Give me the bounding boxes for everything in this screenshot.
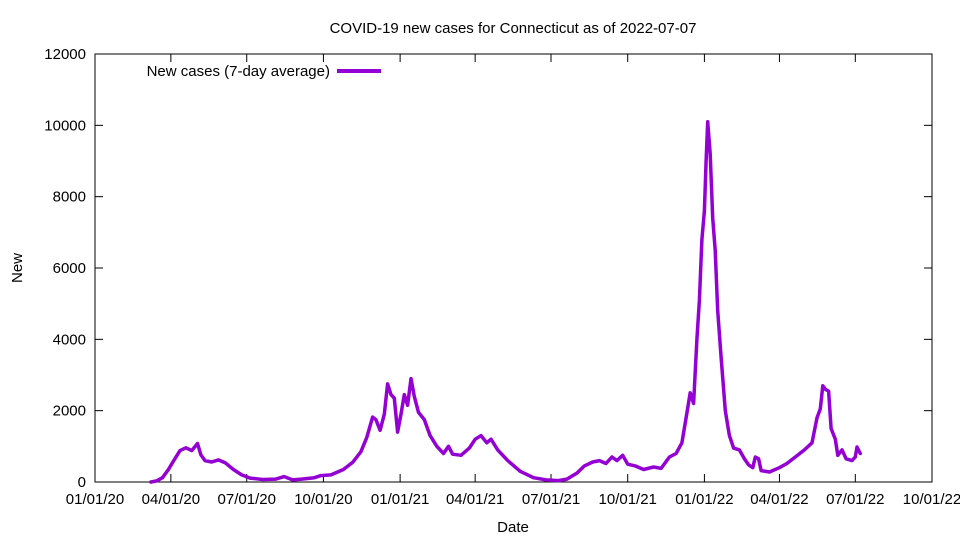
y-axis-label: New: [9, 253, 26, 283]
y-tick-label: 6000: [53, 260, 86, 277]
x-tick-label: 01/01/20: [66, 491, 124, 508]
y-tick-label: 8000: [53, 189, 86, 206]
x-tick-label: 07/01/20: [218, 491, 276, 508]
y-tick-label: 0: [78, 474, 86, 491]
chart-title: COVID-19 new cases for Connecticut as of…: [330, 20, 697, 37]
legend: New cases (7-day average): [147, 63, 381, 80]
plot-frame: [94, 53, 933, 483]
series-layer: [149, 120, 863, 484]
series-line-0: [149, 120, 863, 484]
x-tick-label: 10/01/20: [294, 491, 352, 508]
legend-label: New cases (7-day average): [147, 63, 330, 80]
y-tick-label: 2000: [53, 403, 86, 420]
y-tick-label: 12000: [44, 46, 86, 63]
y-tick-label: 10000: [44, 117, 86, 134]
x-tick-label: 04/01/20: [142, 491, 200, 508]
x-tick-label: 07/01/21: [522, 491, 580, 508]
axes: 0 2000 4000 6000 8000 10000 12000 01/01/20 04/01…: [44, 46, 960, 508]
x-tick-label: 01/01/21: [371, 491, 429, 508]
x-tick-label: 04/01/22: [750, 491, 808, 508]
x-tick-label: 10/01/21: [599, 491, 657, 508]
x-tick-label: 04/01/21: [446, 491, 504, 508]
x-tick-label: 07/01/22: [826, 491, 884, 508]
y-tick-label: 4000: [53, 331, 86, 348]
x-tick-label: 01/01/22: [675, 491, 733, 508]
x-tick-label: 10/01/22: [903, 491, 960, 508]
x-axis-label: Date: [497, 519, 529, 536]
